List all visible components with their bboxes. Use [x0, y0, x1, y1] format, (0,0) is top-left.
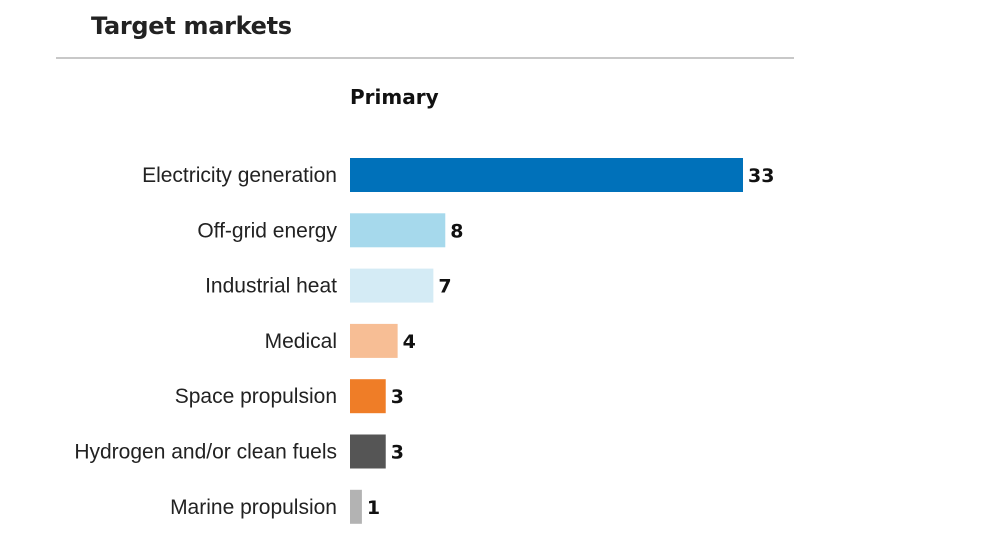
value-label-space-propulsion: 3	[391, 386, 404, 408]
value-label-industrial-heat: 7	[438, 276, 451, 298]
bar-marine-propulsion	[350, 489, 362, 524]
value-label-marine-propulsion: 1	[367, 497, 380, 519]
header-divider	[56, 57, 794, 59]
category-label-medical: Medical	[265, 330, 337, 353]
category-label-electricity-generation: Electricity generation	[142, 164, 337, 187]
category-label-hydrogen-and-or-clean-fuels: Hydrogen and/or clean fuels	[74, 441, 337, 464]
section-title: Target markets	[91, 12, 292, 40]
bar-electricity-generation	[350, 158, 743, 192]
bar-medical	[350, 323, 398, 358]
category-label-space-propulsion: Space propulsion	[175, 385, 337, 408]
category-label-marine-propulsion: Marine propulsion	[170, 496, 337, 519]
category-label-industrial-heat: Industrial heat	[205, 275, 337, 298]
value-label-medical: 4	[403, 331, 416, 353]
value-label-off-grid-energy: 8	[450, 220, 463, 242]
bar-industrial-heat	[350, 268, 434, 303]
chart-title: Primary	[350, 85, 439, 109]
value-label-electricity-generation: 33	[748, 165, 774, 187]
value-label-hydrogen-and-or-clean-fuels: 3	[391, 442, 404, 464]
bar-space-propulsion	[350, 379, 386, 414]
category-label-off-grid-energy: Off-grid energy	[197, 219, 337, 242]
bar-hydrogen-and-or-clean-fuels	[350, 434, 386, 469]
bar-off-grid-energy	[350, 213, 446, 248]
